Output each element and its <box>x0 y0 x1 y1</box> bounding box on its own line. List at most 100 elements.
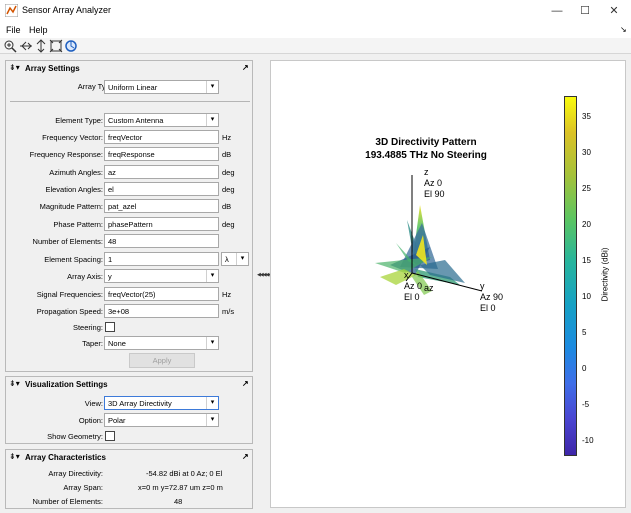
array-type-label: Array Type: <box>77 82 116 91</box>
chevron-down-icon: ▾ <box>206 81 218 93</box>
signal-frequencies-field[interactable] <box>104 287 219 301</box>
view-label: View: <box>84 399 103 408</box>
signal-frequencies-unit: Hz <box>222 290 232 299</box>
element-type-label: Element Type: <box>55 116 103 125</box>
taper-dropdown[interactable]: None ▾ <box>104 336 219 350</box>
zoom-in-icon[interactable] <box>3 39 17 53</box>
fit-icon[interactable] <box>49 39 63 53</box>
chevron-down-icon: ▾ <box>206 270 218 282</box>
visualization-settings-title: Visualization Settings <box>25 380 108 389</box>
num-elements-info-value: 48 <box>174 497 183 506</box>
array-type-dropdown[interactable]: Uniform Linear ▾ <box>104 80 219 94</box>
y-axis-line <box>411 272 483 292</box>
view-dropdown[interactable]: 3D Array Directivity ▾ <box>104 396 219 410</box>
element-type-dropdown[interactable]: Custom Antenna ▾ <box>104 113 219 127</box>
steering-label: Steering: <box>72 323 103 332</box>
array-axis-label: Array Axis: <box>67 272 103 281</box>
array-settings-panel: ⇟▾ Array Settings ↗ Array Type: Uniform … <box>5 60 253 372</box>
z-axis-az: Az 0 <box>424 178 443 188</box>
element-spacing-label: Element Spacing: <box>44 255 103 264</box>
frequency-vector-label: Frequency Vector: <box>42 133 103 142</box>
frequency-response-unit: dB <box>222 150 232 159</box>
toolbar <box>0 38 631 54</box>
magnitude-pattern-field[interactable] <box>104 199 219 213</box>
apply-button[interactable]: Apply <box>129 353 195 368</box>
steering-checkbox[interactable] <box>105 322 115 332</box>
directivity-label: Array Directivity: <box>48 469 103 478</box>
option-dropdown[interactable]: Polar ▾ <box>104 413 219 427</box>
element-spacing-field[interactable] <box>104 252 219 266</box>
view-value: 3D Array Directivity <box>108 399 172 408</box>
close-button[interactable]: ✕ <box>609 5 619 17</box>
rotate-icon[interactable] <box>34 39 48 53</box>
array-characteristics-title: Array Characteristics <box>25 453 106 462</box>
array-type-value: Uniform Linear <box>108 83 158 92</box>
colorbar-tick: 20 <box>582 220 591 229</box>
array-axis-dropdown[interactable]: y ▾ <box>104 269 219 283</box>
collapse-icon[interactable]: ⇟▾ <box>9 63 20 72</box>
splitter-handle[interactable]: ◀◀◀◀◀◀ <box>257 272 275 278</box>
app-logo-icon <box>4 3 19 18</box>
taper-label: Taper: <box>82 339 103 348</box>
undock-icon[interactable]: ↗ <box>242 379 249 388</box>
minimize-button[interactable]: — <box>551 5 563 17</box>
propagation-speed-label: Propagation Speed: <box>36 307 103 316</box>
array-characteristics-panel: ⇟▾ Array Characteristics ↗ Array Directi… <box>5 449 253 509</box>
elevation-unit: deg <box>222 185 235 194</box>
divider <box>10 101 250 102</box>
frequency-vector-unit: Hz <box>222 133 232 142</box>
frequency-response-label: Frequency Response: <box>29 150 103 159</box>
num-elements-field[interactable] <box>104 234 219 248</box>
chevron-down-icon: ▾ <box>206 337 218 349</box>
frequency-response-field[interactable] <box>104 147 219 161</box>
phase-pattern-field[interactable] <box>104 217 219 231</box>
azimuth-field[interactable] <box>104 165 219 179</box>
elevation-label: Elevation Angles: <box>45 185 103 194</box>
spacing-unit-dropdown[interactable]: λ ▾ <box>221 252 249 266</box>
chevron-down-icon: ▾ <box>206 114 218 126</box>
array-span-value: x=0 m y=72.87 um z=0 m <box>138 483 223 492</box>
colorbar-label: Directivity (dBi) <box>600 247 610 302</box>
x-axis-el: El 0 <box>404 292 420 302</box>
y-axis-label: y <box>480 281 485 291</box>
menu-help[interactable]: Help <box>29 25 48 35</box>
collapse-icon[interactable]: ⇟▾ <box>9 452 20 461</box>
title-bar: Sensor Array Analyzer — ☐ ✕ <box>0 0 631 22</box>
x-axis-az: Az 0 <box>404 281 423 291</box>
undock-icon[interactable]: ↗ <box>242 63 249 72</box>
reset-view-icon[interactable] <box>64 39 78 53</box>
azimuth-label: Azimuth Angles: <box>49 168 103 177</box>
collapse-icon[interactable]: ⇟▾ <box>9 379 20 388</box>
colorbar-tick: -5 <box>582 400 590 409</box>
directivity-value: -54.82 dBi at 0 Az; 0 El <box>146 469 223 478</box>
elevation-field[interactable] <box>104 182 219 196</box>
maximize-button[interactable]: ☐ <box>580 5 590 17</box>
array-span-label: Array Span: <box>63 483 103 492</box>
magnitude-pattern-unit: dB <box>222 202 232 211</box>
show-geometry-checkbox[interactable] <box>105 431 115 441</box>
propagation-speed-unit: m/s <box>222 307 235 316</box>
y-axis-el: El 0 <box>480 303 496 313</box>
plot-title-line1: 3D Directivity Pattern <box>375 137 477 148</box>
menu-bar: File Help ↘ <box>0 22 631 38</box>
spacing-unit-value: λ <box>225 255 229 264</box>
z-axis-el: El 90 <box>424 189 445 199</box>
pan-icon[interactable] <box>19 39 33 53</box>
window-title: Sensor Array Analyzer <box>22 5 112 15</box>
frequency-vector-field[interactable] <box>104 130 219 144</box>
undock-icon[interactable]: ↗ <box>242 452 249 461</box>
colorbar-tick: 5 <box>582 328 587 337</box>
chevron-down-icon: ▾ <box>206 397 218 409</box>
num-elements-label: Number of Elements: <box>32 237 103 246</box>
menu-file[interactable]: File <box>6 25 21 35</box>
az-label: az <box>424 283 434 293</box>
colorbar-tick: 35 <box>582 112 591 121</box>
directivity-pattern-plot[interactable] <box>360 165 510 315</box>
colorbar-tick: 30 <box>582 148 591 157</box>
y-axis-az: Az 90 <box>480 292 504 302</box>
element-type-value: Custom Antenna <box>108 116 164 125</box>
option-value: Polar <box>108 416 126 425</box>
signal-frequencies-label: Signal Frequencies: <box>36 290 103 299</box>
propagation-speed-field[interactable] <box>104 304 219 318</box>
option-label: Option: <box>78 416 103 425</box>
